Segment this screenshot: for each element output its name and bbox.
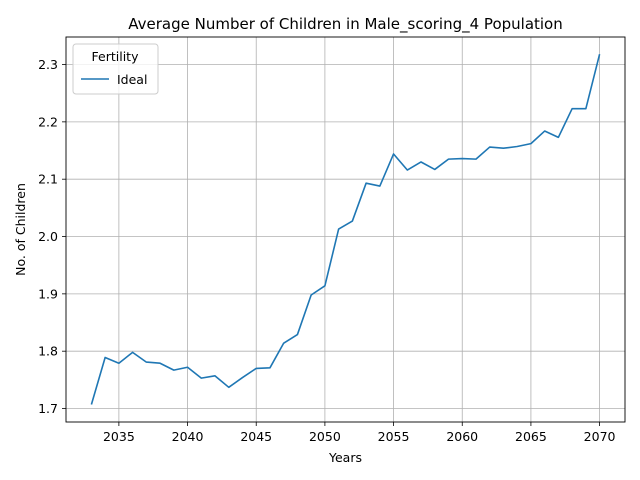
data-point: [91, 404, 93, 406]
data-point: [434, 169, 436, 171]
x-tick-label: 2070: [584, 429, 616, 444]
data-point: [599, 53, 601, 55]
x-tick-label: 2050: [309, 429, 341, 444]
x-tick-label: 2055: [378, 429, 410, 444]
data-point: [118, 362, 120, 364]
data-point: [516, 146, 518, 148]
data-point: [200, 377, 202, 379]
data-point: [379, 185, 381, 187]
y-axis-label: No. of Children: [13, 183, 28, 276]
data-point: [475, 158, 477, 160]
x-tick-label: 2045: [240, 429, 272, 444]
data-point: [310, 294, 312, 296]
data-point: [255, 368, 257, 370]
data-point: [146, 361, 148, 363]
y-tick-label: 1.8: [38, 344, 58, 359]
data-point: [448, 158, 450, 160]
data-point: [407, 169, 409, 171]
legend-title: Fertility: [92, 49, 140, 64]
data-point: [242, 377, 244, 379]
y-tick-label: 2.1: [38, 172, 58, 187]
data-point: [324, 285, 326, 287]
data-point: [297, 334, 299, 336]
data-point: [132, 352, 134, 354]
data-point: [338, 228, 340, 230]
data-point: [228, 387, 230, 389]
y-tick-label: 1.9: [38, 286, 58, 301]
grid-lines: [66, 37, 625, 422]
data-point: [269, 367, 271, 369]
data-point: [503, 147, 505, 149]
x-tick-label: 2065: [515, 429, 547, 444]
legend-box: [72, 43, 159, 95]
y-tick-label: 1.7: [38, 401, 58, 416]
data-point: [214, 375, 216, 377]
ticks: 2035 2040 2045 2050 2055 2060 2065 2070 1.7 1.8 1.…: [38, 57, 615, 444]
legend-entry-ideal: Ideal: [117, 72, 147, 87]
data-point: [173, 369, 175, 371]
data-point: [461, 158, 463, 160]
x-tick-label: 2040: [172, 429, 204, 444]
x-tick-label: 2060: [446, 429, 478, 444]
data-point: [544, 130, 546, 132]
chart-title: Average Number of Children in Male_scori…: [128, 15, 563, 34]
data-point: [352, 220, 354, 222]
data-point: [571, 108, 573, 110]
series-layer: [90, 53, 601, 406]
series-line-ideal: [90, 54, 601, 405]
data-point: [283, 342, 285, 344]
x-axis-label: Years: [328, 450, 362, 465]
legend: Fertility Ideal: [72, 43, 159, 95]
y-tick-label: 2.0: [38, 229, 58, 244]
plot-frame: [65, 36, 626, 423]
data-point: [187, 366, 189, 368]
y-tick-label: 2.2: [38, 114, 58, 129]
data-point: [159, 362, 161, 364]
x-tick-label: 2035: [103, 429, 135, 444]
data-point: [585, 108, 587, 110]
y-tick-label: 2.3: [38, 57, 58, 72]
data-point: [420, 161, 422, 163]
data-point: [558, 137, 560, 139]
data-point: [530, 143, 532, 145]
data-point: [393, 153, 395, 155]
data-point: [365, 182, 367, 184]
data-point: [489, 146, 491, 148]
data-point: [104, 357, 106, 359]
